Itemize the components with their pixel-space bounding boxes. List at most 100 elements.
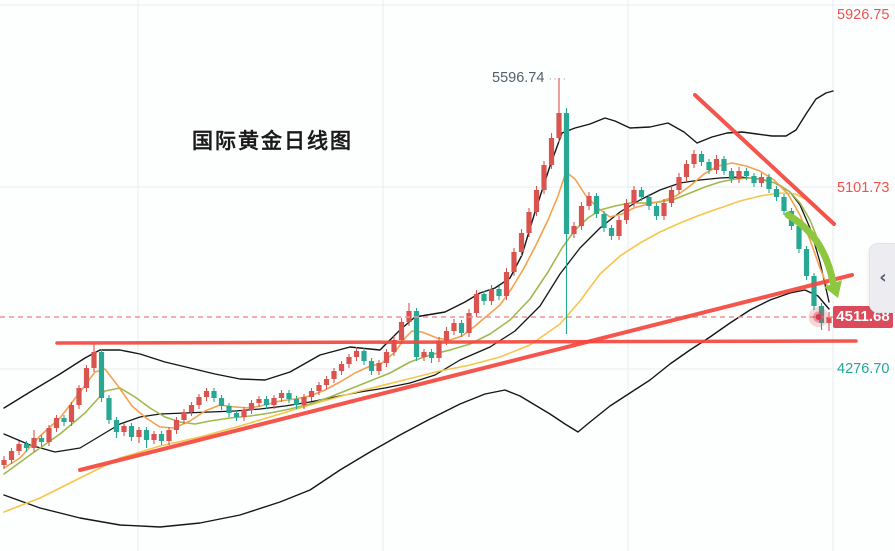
candle-body [631,190,637,203]
candle-body [466,313,472,333]
candle-body [16,444,22,451]
chevron-left-icon: ‹ [879,267,887,288]
candle-body [571,226,577,234]
candle-body [646,197,652,206]
candle-body [271,398,277,405]
candle-body [781,197,787,211]
candle-body [211,391,217,398]
ma-yellow-line [3,192,830,513]
candle-body [368,361,375,371]
candle-body [226,406,232,413]
candle-body [533,190,540,212]
candle-body [751,176,757,183]
candle-body [68,405,75,422]
candle-body [158,434,165,441]
price-axis-label: 4276.70 [837,361,890,377]
candle-body [683,164,690,177]
swing-high-dashes: ···· [548,73,568,85]
candle-body [578,206,585,226]
candle-body [8,451,15,460]
candle-body [818,306,825,323]
candle-body [496,289,502,296]
candle-body [428,352,435,358]
candle-body [46,428,52,442]
candle-body [331,371,337,379]
swing-high-value: 5596.74 [492,70,545,86]
ma-orange-line [3,162,830,469]
candle-body [76,388,82,405]
candle-body [316,385,322,391]
candle-body [361,351,367,361]
candle-body [826,317,832,323]
bollinger-lower-band [3,289,830,528]
candle-body [593,196,600,214]
candle-body [743,171,750,176]
candle-body [436,341,442,358]
candle-body [263,399,270,405]
candle-body [676,177,682,190]
candle-body [248,403,255,410]
candle-body [526,212,532,233]
candle-body [218,398,225,406]
panel-expand-button[interactable]: ‹ [869,243,895,313]
candle-body [661,203,667,216]
candle-body [586,196,592,206]
falling-trendline [693,93,836,226]
candle-body [61,418,67,422]
candle-body [608,228,615,236]
candle-body [511,252,517,272]
rising-trendline [78,273,854,472]
candle-body [443,331,450,341]
candle-body [136,430,142,437]
candle-body [698,154,705,162]
candle-body [736,171,742,179]
candle-body [458,323,465,333]
candle-body [728,171,735,179]
candle-body [233,413,240,417]
candle-body [203,391,210,397]
candle-body [38,438,45,442]
down-arrow-head [824,280,842,298]
candle-body [286,393,292,399]
candle-body [518,233,525,252]
candle-body [121,426,127,432]
candle-body [128,426,135,437]
candle-body [653,206,660,216]
candle-body [23,444,30,448]
candle-body [473,294,480,313]
down-arrow-shaft [784,211,837,286]
candle-body [353,351,360,357]
candle-body [691,154,697,164]
candle-body [421,352,427,357]
candle-body [556,113,562,138]
candle-body [346,357,352,364]
candle-body [83,368,90,388]
ma-olive-line [3,177,830,475]
candle-body [413,311,420,357]
candle-body [278,393,285,398]
candle-body [451,323,457,331]
price-dot [815,314,822,320]
candle-body [481,294,487,301]
candle-body [293,399,300,405]
chart-title: 国际黄金日线图 [192,130,353,153]
candle-body [53,418,60,428]
candle-body [188,405,195,412]
candle-body [181,412,187,420]
candle-body [638,190,645,197]
candle-body [391,340,397,352]
candle-body [668,190,675,203]
swing-high-label: 5596.74 ···· [492,70,567,86]
candle-body [721,159,727,171]
candle-body [376,363,382,371]
candle-body [398,322,405,340]
candle-body [323,379,330,385]
candle-body [758,177,765,183]
candle-body [563,113,570,234]
candle-body [766,177,772,189]
candle-body [151,434,157,440]
candle-body [1,460,7,465]
candle-body [143,430,150,440]
